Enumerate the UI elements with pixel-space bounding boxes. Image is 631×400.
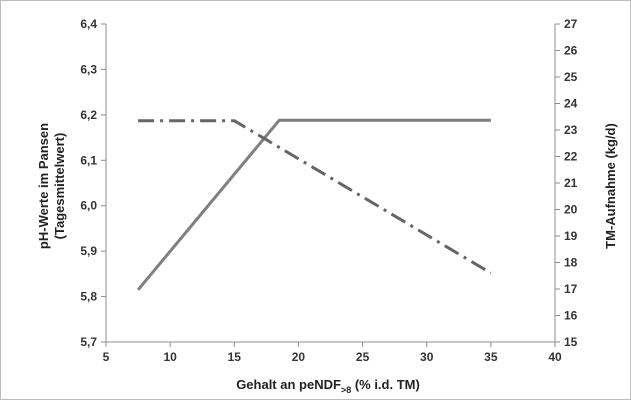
right-y-tick-label: 25: [564, 70, 578, 84]
x-tick-label: 25: [356, 350, 370, 364]
left-y-tick-label: 6,4: [80, 17, 97, 31]
ph-series-line: [136, 118, 491, 291]
left-y-tick-label: 5,9: [80, 244, 97, 258]
right-y-tick-label: 23: [564, 123, 578, 137]
right-y-tick-label: 27: [564, 17, 578, 31]
right-y-tick-label: 18: [564, 256, 578, 270]
x-axis-title-main: Gehalt an peNDF: [236, 377, 341, 392]
right-y-tick-label: 21: [564, 176, 578, 190]
x-tick-label: 15: [228, 350, 242, 364]
right-y-tick-label: 15: [564, 335, 578, 349]
chart-axes: [105, 24, 556, 343]
left-y-axis-title-line2: (Tagesmittelwert): [52, 133, 67, 240]
right-y-tick-label: 16: [564, 309, 578, 323]
right-y-tick-label: 19: [564, 229, 578, 243]
right-y-tick-label: 20: [564, 203, 578, 217]
x-tick-label: 30: [420, 350, 434, 364]
right-y-tick-label: 17: [564, 282, 578, 296]
left-y-axis-ticks: 5,7 5,8 5,9 6,0 6,1 6,2 6,3 6,4: [80, 17, 106, 349]
x-tick-label: 10: [163, 350, 177, 364]
left-y-tick-label: 5,8: [80, 290, 97, 304]
left-y-tick-label: 6,0: [80, 199, 97, 213]
tm-aufnahme-series-line: [138, 119, 492, 275]
right-y-axis-ticks: 15 16 17 18 19 20 21 22 23 24 25 26 27: [555, 17, 578, 349]
right-y-tick-label: 26: [564, 44, 578, 58]
x-axis-title: Gehalt an peNDF>8 (% i.d. TM): [236, 377, 420, 395]
x-axis-ticks: 5 10 15 20 25 30 35 40: [103, 342, 562, 364]
right-y-tick-label: 24: [564, 97, 578, 111]
x-axis-title-suffix: (% i.d. TM): [351, 377, 420, 392]
left-y-axis-title-line1: pH-Werte im Pansen: [36, 123, 51, 249]
x-tick-label: 5: [103, 350, 110, 364]
right-y-axis-title: TM-Aufnahme (kg/d): [603, 123, 618, 249]
left-y-tick-label: 5,7: [80, 335, 97, 349]
x-axis-title-subscript: >8: [341, 385, 351, 395]
left-y-tick-label: 6,1: [80, 153, 97, 167]
left-y-tick-label: 6,2: [80, 108, 97, 122]
x-tick-label: 40: [548, 350, 562, 364]
x-tick-label: 20: [292, 350, 306, 364]
left-y-tick-label: 6,3: [80, 62, 97, 76]
chart-series: [136, 118, 492, 291]
x-tick-label: 35: [484, 350, 498, 364]
right-y-tick-label: 22: [564, 150, 578, 164]
